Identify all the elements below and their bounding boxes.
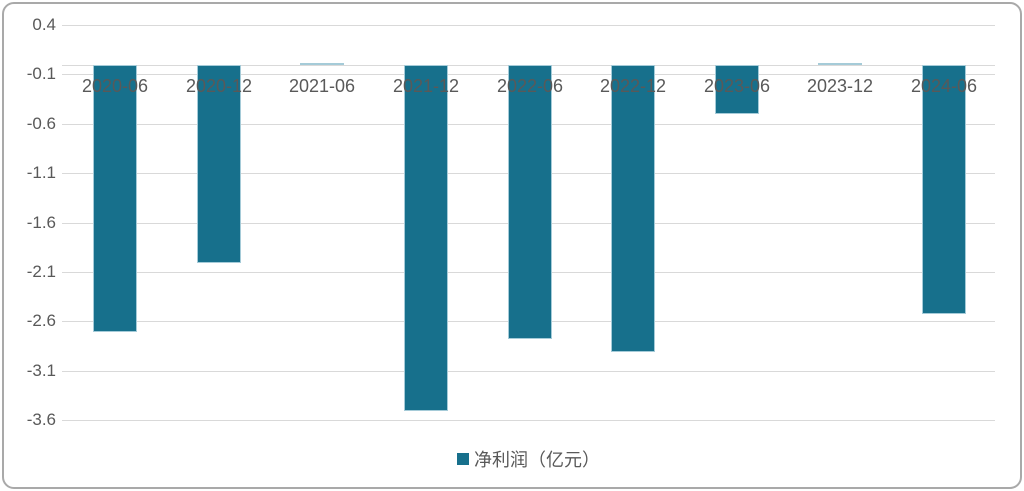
gridline — [62, 25, 995, 26]
bar-2020-12 — [197, 65, 241, 263]
bar-2022-06 — [508, 65, 552, 339]
bar-2020-06 — [93, 65, 137, 332]
bar-2023-06 — [715, 65, 759, 114]
x-axis-label: 2022-12 — [599, 76, 667, 96]
y-axis-tick-label: -3.1 — [26, 361, 56, 380]
bar-2023-12 — [818, 63, 862, 65]
legend-swatch-icon — [457, 453, 469, 465]
x-axis-label: 2020-12 — [185, 76, 253, 96]
y-axis-tick-label: -2.6 — [26, 311, 56, 330]
y-axis-tick-label: -0.6 — [26, 114, 56, 133]
gridline — [62, 371, 995, 372]
chart-legend: 净利润（亿元） — [62, 447, 995, 471]
x-axis-label: 2020-06 — [81, 76, 149, 96]
y-axis-tick-label: 0.4 — [32, 15, 56, 34]
x-axis-label: 2023-06 — [703, 76, 771, 96]
legend-label: 净利润（亿元） — [474, 450, 600, 470]
y-axis-tick-label: -1.6 — [26, 213, 56, 232]
x-axis-label: 2021-12 — [392, 76, 460, 96]
bar-2021-12 — [404, 65, 448, 411]
y-axis-tick-label: -2.1 — [26, 262, 56, 281]
gridline — [62, 420, 995, 421]
bar-2024-06 — [922, 65, 966, 314]
x-axis-label: 2021-06 — [288, 76, 356, 96]
bar-2021-06 — [300, 63, 344, 65]
y-axis-tick-label: -1.1 — [26, 163, 56, 182]
x-axis-label: 2022-06 — [496, 76, 564, 96]
y-axis-tick-label: -0.1 — [26, 64, 56, 83]
y-axis-tick-label: -3.6 — [26, 410, 56, 429]
bar-2022-12 — [611, 65, 655, 352]
x-axis-label: 2024-06 — [910, 76, 978, 96]
x-axis-label: 2023-12 — [806, 76, 874, 96]
